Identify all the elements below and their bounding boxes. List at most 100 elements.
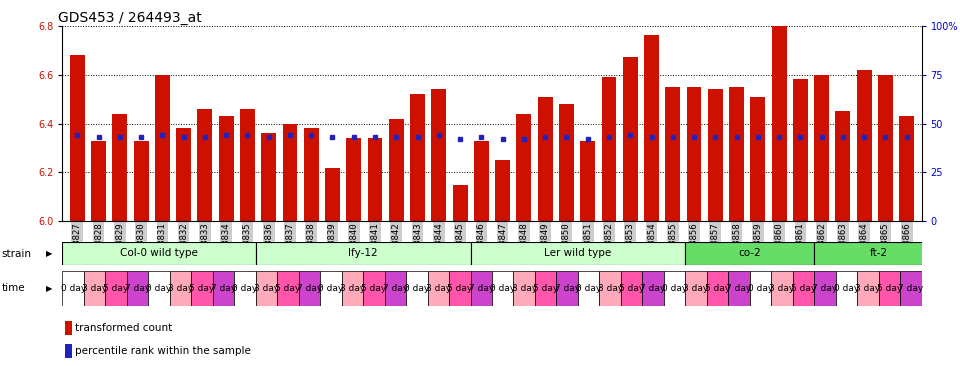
Bar	[470, 242, 685, 265]
Bar	[900, 116, 914, 221]
Bar	[580, 141, 595, 221]
Bar	[814, 271, 835, 306]
Bar	[814, 75, 829, 221]
Text: 7 day: 7 day	[297, 284, 322, 293]
Bar	[814, 242, 943, 265]
Bar	[664, 271, 685, 306]
Bar	[261, 133, 276, 221]
Text: 0 day: 0 day	[404, 284, 429, 293]
Bar	[453, 185, 468, 221]
Text: time: time	[2, 283, 26, 294]
Text: 5 day: 5 day	[791, 284, 816, 293]
Bar	[70, 55, 84, 221]
Text: 5 day: 5 day	[276, 284, 300, 293]
Bar	[665, 87, 681, 221]
Text: 5 day: 5 day	[876, 284, 902, 293]
Bar	[730, 87, 744, 221]
Text: Col-0 wild type: Col-0 wild type	[120, 249, 198, 258]
Bar	[410, 94, 425, 221]
Text: 7 day: 7 day	[468, 284, 493, 293]
Bar	[751, 97, 765, 221]
Bar	[599, 271, 621, 306]
Bar	[65, 321, 72, 335]
Bar	[84, 271, 106, 306]
Text: Ler wild type: Ler wild type	[544, 249, 612, 258]
Text: 0 day: 0 day	[834, 284, 859, 293]
Text: co-2: co-2	[738, 249, 761, 258]
Bar	[623, 57, 637, 221]
Bar	[470, 271, 492, 306]
Bar	[729, 271, 750, 306]
Text: percentile rank within the sample: percentile rank within the sample	[75, 346, 251, 356]
Bar	[685, 242, 814, 265]
Text: strain: strain	[2, 249, 32, 259]
Text: 7 day: 7 day	[812, 284, 837, 293]
Text: 5 day: 5 day	[104, 284, 129, 293]
Bar	[282, 123, 298, 221]
Bar	[363, 271, 385, 306]
Text: 7 day: 7 day	[899, 284, 924, 293]
Bar	[772, 26, 786, 221]
Text: 7 day: 7 day	[555, 284, 580, 293]
Bar	[750, 271, 771, 306]
Bar	[686, 87, 702, 221]
Bar	[255, 271, 277, 306]
Text: 7 day: 7 day	[727, 284, 752, 293]
Text: ▶: ▶	[46, 284, 53, 293]
Bar	[325, 168, 340, 221]
Text: 5 day: 5 day	[361, 284, 387, 293]
Bar	[148, 271, 170, 306]
Text: 7 day: 7 day	[383, 284, 408, 293]
Text: 5 day: 5 day	[619, 284, 644, 293]
Bar	[878, 271, 900, 306]
Text: 3 day: 3 day	[340, 284, 365, 293]
Text: 3 day: 3 day	[253, 284, 279, 293]
Text: 0 day: 0 day	[232, 284, 257, 293]
Text: 3 day: 3 day	[425, 284, 451, 293]
Bar	[449, 271, 470, 306]
Bar	[900, 271, 922, 306]
Text: GDS453 / 264493_at: GDS453 / 264493_at	[59, 11, 202, 25]
Bar	[277, 271, 299, 306]
Text: lfy-12: lfy-12	[348, 249, 378, 258]
Bar	[106, 271, 127, 306]
Text: 0 day: 0 day	[319, 284, 344, 293]
Bar	[219, 116, 233, 221]
Text: 7 day: 7 day	[125, 284, 150, 293]
Text: 0 day: 0 day	[662, 284, 687, 293]
Text: 0 day: 0 day	[60, 284, 85, 293]
Bar	[492, 271, 514, 306]
Text: 7 day: 7 day	[211, 284, 236, 293]
Bar	[644, 36, 659, 221]
Bar	[112, 114, 128, 221]
Bar	[514, 271, 535, 306]
Bar	[198, 109, 212, 221]
Text: 3 day: 3 day	[512, 284, 537, 293]
Bar	[535, 271, 557, 306]
Bar	[91, 141, 106, 221]
Bar	[427, 271, 449, 306]
Bar	[62, 242, 255, 265]
Bar	[707, 271, 729, 306]
Text: 5 day: 5 day	[189, 284, 215, 293]
Bar	[389, 119, 404, 221]
Text: 0 day: 0 day	[748, 284, 773, 293]
Bar	[240, 109, 254, 221]
Bar	[878, 75, 893, 221]
Bar	[642, 271, 664, 306]
Bar	[299, 271, 321, 306]
Bar	[234, 271, 255, 306]
Text: 0 day: 0 day	[491, 284, 516, 293]
Text: 5 day: 5 day	[705, 284, 731, 293]
Text: 3 day: 3 day	[684, 284, 708, 293]
Bar	[835, 111, 851, 221]
Text: 3 day: 3 day	[855, 284, 880, 293]
Bar	[431, 89, 446, 221]
Bar	[62, 271, 84, 306]
Bar	[835, 271, 857, 306]
Bar	[538, 97, 553, 221]
Bar	[213, 271, 234, 306]
Bar	[793, 271, 814, 306]
Bar	[155, 75, 170, 221]
Text: 7 day: 7 day	[640, 284, 665, 293]
